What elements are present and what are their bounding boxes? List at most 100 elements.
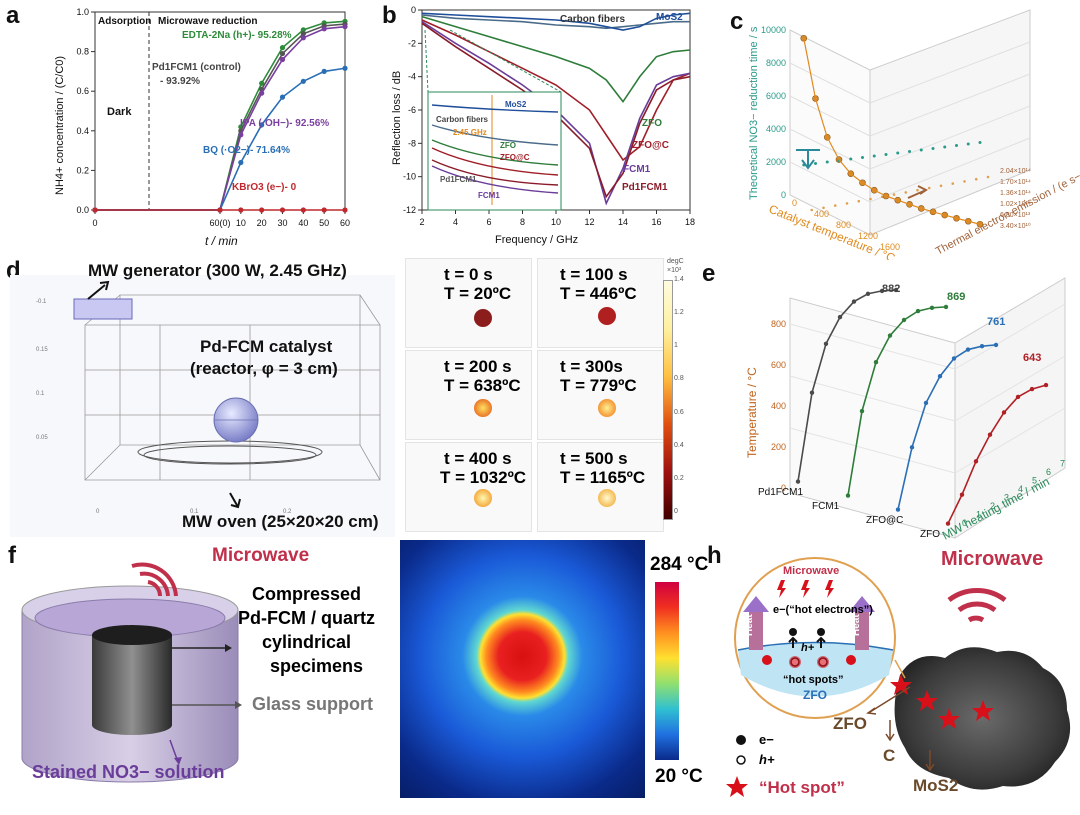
legend-electron-label: e−: [759, 732, 774, 747]
inset-zfoc: ZFO@C: [500, 153, 530, 162]
data-point: [973, 459, 979, 464]
microwave-big-label: Microwave: [941, 548, 1044, 570]
snapshot-time: t = 300s: [560, 357, 623, 376]
snapshot-temp: T = 1165ºC: [560, 468, 646, 487]
data-point: [993, 342, 999, 348]
category-label: ZFO@C: [866, 515, 903, 526]
data-point: [823, 341, 829, 346]
x-tick-label: 1: [976, 510, 981, 520]
peak-zfoc: 761: [987, 316, 1005, 328]
series-line: [803, 38, 981, 225]
data-point: [300, 78, 306, 84]
series-line: [421, 15, 691, 104]
y-tick-label: 2.04×10¹⁴: [1000, 168, 1031, 175]
specimen-label-line2: Pd-FCM / quartz: [238, 608, 375, 628]
y-tick-label: -12: [403, 205, 416, 215]
x-tick-label: 5: [1032, 476, 1037, 486]
annot-control: Pd1FCM1 (control): [152, 62, 241, 73]
sphere-hotspot: [598, 307, 616, 325]
y-tick-label: 1.02×10¹⁴: [1000, 201, 1031, 208]
series-line: [95, 25, 346, 211]
projection-point: [943, 145, 947, 149]
legend-hotspot-label: “Hot spot”: [759, 778, 845, 797]
colorbar-tick-label: 0.6: [674, 408, 684, 416]
mos2-label: MoS2: [913, 776, 959, 795]
projection-point: [955, 144, 958, 147]
snapshot-time: t = 100 s: [560, 265, 628, 284]
x-axis-label: t / min: [205, 234, 238, 248]
data-point: [929, 305, 935, 310]
temp-min-label: 20 °C: [655, 766, 703, 787]
series-line: [797, 289, 897, 482]
x-tick-label: 1600: [880, 242, 900, 252]
zfo-label: ZFO: [833, 714, 867, 733]
panel-b-label: b: [382, 2, 397, 29]
sphere-hotspot: [474, 309, 492, 327]
projection-point: [822, 206, 825, 210]
label-mos2: MoS2: [656, 12, 683, 23]
data-point: [951, 356, 957, 361]
projection-point: [845, 202, 849, 205]
data-point: [987, 432, 993, 437]
annot-ipa: IPA (·OH−)- 92.56%: [240, 118, 329, 129]
colorbar-tick-label: 0.4: [674, 441, 684, 449]
data-point: [937, 374, 943, 379]
series-line: [847, 306, 947, 496]
sphere-hotspot: [474, 399, 492, 417]
data-point: [1015, 394, 1021, 400]
data-point: [238, 207, 244, 213]
panel-e-chart: Temperature / °C MW heating time / min 0…: [745, 277, 1066, 543]
x-tick-label: 6: [486, 217, 491, 227]
e-z-axis-label: Temperature / °C: [745, 367, 759, 458]
x-tick-label: 50: [319, 218, 329, 228]
category-label: Pd1FCM1: [758, 487, 803, 498]
panel-a-chart: Adsorption Microwave reduction Dark NH4+…: [54, 7, 350, 248]
snapshot-4: t = 400 s T = 1032ºC: [405, 442, 532, 532]
colorbar-scale: ×10³: [667, 267, 682, 274]
annot-control-value: - 93.92%: [160, 76, 200, 87]
z-tick-label: 800: [771, 319, 786, 329]
data-point: [1029, 386, 1035, 392]
panel-c: c 0 2000 4000 6000 8000 10000 Theoretical NO3…: [700, 0, 1080, 260]
x-tick-label: 14: [618, 217, 628, 227]
z-tick-label: 2000: [766, 157, 786, 167]
data-point: [923, 400, 929, 406]
x-tick-label: 18: [685, 217, 695, 227]
x-tick-label: 2: [419, 217, 424, 227]
svg-text:0.15: 0.15: [36, 347, 48, 353]
bolt-icons: [777, 580, 834, 598]
z-tick-label: 4000: [766, 124, 786, 134]
svg-text:0.2: 0.2: [283, 509, 292, 515]
y-tick-label: 0: [411, 5, 416, 15]
projection-point: [872, 154, 876, 158]
snapshot-2: t = 200 s T = 638ºC: [405, 350, 532, 440]
series-line: [421, 22, 691, 199]
projection-point: [978, 141, 982, 144]
panel-h-label: h: [707, 542, 722, 569]
snapshot-temp: T = 638ºC: [444, 376, 521, 395]
projection-point: [904, 191, 908, 194]
projection-point: [861, 156, 864, 159]
dark-label: Dark: [107, 106, 132, 118]
peak-fcm1: 869: [947, 291, 965, 303]
b-x-axis-label: Frequency / GHz: [495, 234, 578, 246]
data-point: [1001, 410, 1007, 415]
z-tick-label: 8000: [766, 58, 786, 68]
particle-cluster: [894, 647, 1071, 790]
y-tick-label: 3.40×10¹⁰: [1000, 222, 1031, 230]
colorbar-tick-label: 0.2: [674, 474, 684, 482]
heat-left-label: Heat: [744, 614, 755, 636]
thermal-colorbar: [655, 582, 679, 760]
data-point: [851, 299, 857, 304]
projection-point: [974, 177, 978, 181]
projection-point: [892, 193, 896, 196]
projection-point: [966, 142, 970, 146]
y-tick-label: 6.80×10¹³: [1000, 212, 1031, 219]
data-point: [909, 445, 915, 450]
projection-point: [810, 208, 814, 212]
catalyst-label-line1: Pd-FCM catalyst: [200, 337, 333, 356]
catalyst-label-line2: (reactor, φ = 3 cm): [190, 359, 338, 378]
colorbar-tick-label: 0: [674, 508, 678, 515]
series-line: [421, 12, 691, 31]
mw-generator-block: [73, 298, 133, 320]
